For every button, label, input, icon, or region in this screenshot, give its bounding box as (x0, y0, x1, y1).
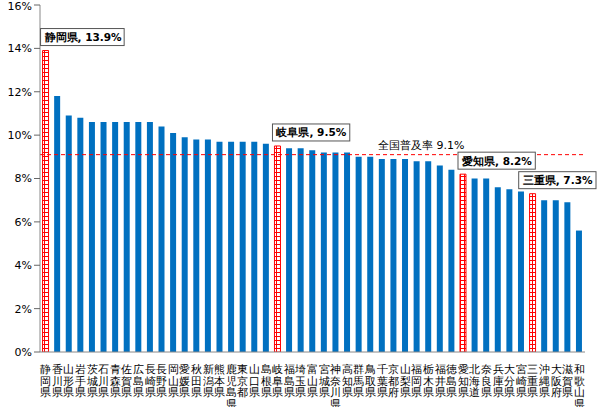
svg-text:6%: 6% (15, 216, 32, 229)
svg-text:三重県, 7.3%: 三重県, 7.3% (523, 174, 592, 186)
svg-text:14%: 14% (8, 42, 32, 55)
svg-text:山形県: 山形県 (63, 363, 74, 398)
svg-text:福島県: 福島県 (284, 363, 295, 398)
svg-text:岐阜県, 9.5%: 岐阜県, 9.5% (276, 126, 346, 138)
svg-text:鹿児島県: 鹿児島県 (226, 363, 237, 407)
svg-text:10%: 10% (8, 129, 32, 142)
svg-text:長崎県: 長崎県 (145, 363, 156, 398)
svg-text:沖縄県: 沖縄県 (538, 363, 550, 398)
svg-text:徳島県: 徳島県 (446, 363, 457, 398)
svg-text:新潟県: 新潟県 (203, 363, 214, 398)
svg-text:和歌山県: 和歌山県 (574, 363, 585, 407)
svg-text:埼玉県: 埼玉県 (294, 363, 306, 398)
svg-text:佐賀県: 佐賀県 (121, 363, 132, 398)
svg-text:石川県: 石川県 (98, 363, 109, 398)
svg-text:全国普及率 9.1%: 全国普及率 9.1% (378, 139, 464, 152)
svg-text:広島県: 広島県 (133, 363, 144, 398)
svg-text:山梨県: 山梨県 (400, 363, 411, 398)
svg-text:茨城県: 茨城県 (86, 363, 98, 398)
svg-text:宮崎県: 宮崎県 (516, 363, 527, 398)
svg-text:秋田県: 秋田県 (191, 363, 202, 398)
svg-text:滋賀県: 滋賀県 (562, 363, 573, 398)
svg-text:鳥取県: 鳥取県 (364, 363, 376, 398)
svg-text:北海道: 北海道 (469, 363, 480, 398)
svg-text:栃木県: 栃木県 (423, 363, 434, 398)
svg-text:愛知県: 愛知県 (458, 363, 469, 398)
svg-text:長野県: 長野県 (156, 363, 167, 398)
svg-text:愛媛県: 愛媛県 (179, 363, 190, 398)
svg-text:山口県: 山口県 (249, 363, 260, 398)
svg-text:福岡県: 福岡県 (411, 363, 422, 398)
svg-text:静岡県: 静岡県 (40, 363, 51, 398)
svg-text:16%: 16% (8, 0, 32, 13)
svg-text:三重県: 三重県 (527, 363, 538, 398)
svg-text:岩手県: 岩手県 (75, 363, 86, 398)
svg-text:12%: 12% (8, 86, 32, 99)
svg-text:大阪府: 大阪府 (551, 363, 562, 398)
svg-text:4%: 4% (15, 259, 32, 272)
svg-text:富山県: 富山県 (307, 363, 318, 398)
svg-text:熊本県: 熊本県 (214, 363, 225, 398)
svg-text:群馬県: 群馬県 (352, 363, 364, 398)
svg-text:0%: 0% (15, 346, 32, 359)
svg-text:宮城県: 宮城県 (318, 363, 330, 398)
svg-text:兵庫県: 兵庫県 (493, 363, 504, 398)
svg-text:2%: 2% (15, 303, 32, 316)
svg-text:岐阜県: 岐阜県 (272, 363, 283, 398)
svg-text:8%: 8% (15, 172, 32, 185)
svg-text:東京都: 東京都 (237, 363, 248, 398)
svg-text:島根県: 島根県 (261, 363, 272, 398)
svg-text:神奈川県: 神奈川県 (330, 363, 341, 407)
svg-text:高知県: 高知県 (342, 363, 353, 398)
svg-text:京都府: 京都府 (388, 363, 399, 398)
svg-text:千葉県: 千葉県 (377, 363, 388, 398)
svg-text:大分県: 大分県 (504, 363, 515, 398)
svg-text:岡山県: 岡山県 (168, 363, 179, 398)
svg-text:青森県: 青森県 (110, 363, 121, 398)
svg-text:福井県: 福井県 (435, 363, 446, 398)
svg-text:愛知県, 8.2%: 愛知県, 8.2% (462, 155, 532, 167)
svg-text:奈良県: 奈良県 (481, 363, 492, 398)
svg-text:香川県: 香川県 (52, 363, 63, 398)
svg-text:静岡県, 13.9%: 静岡県, 13.9% (44, 31, 123, 43)
